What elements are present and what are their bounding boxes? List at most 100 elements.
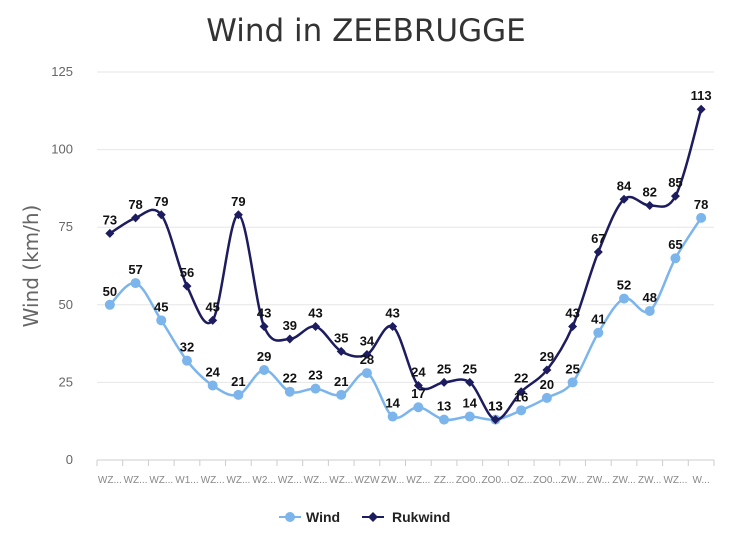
data-point-rukwind[interactable] [336,346,346,356]
data-point-wind[interactable] [361,368,372,379]
data-point-rukwind[interactable] [285,334,295,344]
data-point-wind[interactable] [413,402,424,413]
data-point-rukwind[interactable] [208,315,218,325]
data-point-wind[interactable] [516,405,527,416]
data-point-wind[interactable] [104,299,115,310]
data-point-wind[interactable] [696,212,707,223]
data-point-rukwind[interactable] [593,247,603,257]
x-axis-ticks: WZ... WZ... WZ... W1... WZ... WZ... W2... WZ...… [96,460,715,486]
data-label-wind: 48 [642,290,656,305]
x-tick-label: WZ... [278,475,302,486]
data-point-wind[interactable] [593,327,604,338]
data-label-rukwind: 84 [617,178,632,193]
data-point-wind[interactable] [541,392,552,403]
data-point-rukwind[interactable] [645,200,655,210]
x-tick-label: W1... [175,475,198,486]
data-point-wind[interactable] [670,253,681,264]
legend-wind-label: Wind [306,509,340,525]
y-tick-label: 100 [51,142,73,157]
data-point-rukwind[interactable] [516,387,526,397]
data-point-wind[interactable] [439,414,450,425]
data-point-wind[interactable] [567,377,578,388]
data-point-wind[interactable] [387,411,398,422]
data-label-rukwind: 35 [334,330,348,345]
data-label-wind: 22 [283,371,297,386]
data-point-rukwind[interactable] [568,322,578,332]
data-point-rukwind[interactable] [156,210,166,220]
data-point-rukwind[interactable] [465,377,475,387]
data-label-wind: 78 [694,197,708,212]
x-tick-label: ZW... [587,475,610,486]
legend-item-rukwind[interactable]: Rukwind [362,509,450,525]
data-label-wind: 13 [488,399,502,414]
x-tick-label: ZO0... [456,475,484,486]
data-point-wind[interactable] [156,315,167,326]
data-point-rukwind[interactable] [619,194,629,204]
data-label-rukwind: 113 [691,88,712,103]
data-point-wind[interactable] [310,383,321,394]
data-point-rukwind[interactable] [362,349,372,359]
data-point-wind[interactable] [181,355,192,366]
data-point-rukwind[interactable] [388,322,398,332]
data-point-wind[interactable] [233,389,244,400]
x-tick-label: ZO0... [533,475,561,486]
data-label-rukwind: 78 [128,197,142,212]
legend-wind-marker [285,512,295,522]
x-tick-label: ZW... [638,475,661,486]
y-tick-label: 0 [66,452,73,467]
data-point-rukwind[interactable] [670,191,680,201]
data-label-wind: 24 [205,365,220,380]
data-point-wind[interactable] [207,380,218,391]
data-label-wind: 16 [514,389,528,404]
x-tick-label: WZ... [663,475,687,486]
data-point-rukwind[interactable] [439,377,449,387]
data-point-rukwind[interactable] [182,281,192,291]
y-tick-label: 125 [51,64,73,79]
x-tick-label: ZZ... [434,475,455,486]
x-tick-label: W2... [252,475,275,486]
x-tick-label: ZW... [561,475,584,486]
data-label-wind: 13 [437,399,451,414]
data-point-rukwind[interactable] [542,365,552,375]
data-label-wind: 28 [360,352,374,367]
data-label-wind: 14 [463,396,478,411]
data-label-wind: 20 [540,377,554,392]
data-point-rukwind[interactable] [259,322,269,332]
data-label-wind: 50 [103,284,117,299]
legend-rukwind-marker [368,512,378,522]
data-point-wind[interactable] [644,306,655,317]
data-point-wind[interactable] [130,278,141,289]
data-label-wind: 41 [591,312,605,327]
data-point-wind[interactable] [336,389,347,400]
series-layer [104,104,707,425]
data-label-rukwind: 79 [231,194,245,209]
legend-item-wind[interactable]: Wind [279,509,340,525]
data-point-rukwind[interactable] [311,322,321,332]
data-label-rukwind: 45 [205,299,219,314]
data-point-rukwind[interactable] [696,104,706,114]
data-point-rukwind[interactable] [233,210,243,220]
data-point-rukwind[interactable] [413,381,423,391]
x-tick-label: WZ... [406,475,430,486]
data-label-rukwind: 24 [411,365,426,380]
data-label-rukwind: 43 [257,306,271,321]
data-point-rukwind[interactable] [105,228,115,238]
data-point-wind[interactable] [259,364,270,375]
data-label-rukwind: 79 [154,194,168,209]
data-label-rukwind: 85 [668,175,682,190]
x-tick-label: WZ... [304,475,328,486]
x-tick-label: WZ... [98,475,122,486]
data-label-rukwind: 56 [180,265,194,280]
data-point-rukwind[interactable] [131,213,141,223]
data-label-rukwind: 25 [437,361,451,376]
y-tick-label: 75 [59,219,73,234]
data-label-rukwind: 34 [360,333,375,348]
data-point-wind[interactable] [464,411,475,422]
y-tick-label: 25 [59,374,73,389]
data-point-wind[interactable] [619,293,630,304]
data-point-rukwind[interactable] [490,415,500,425]
data-point-wind[interactable] [284,386,295,397]
legend-rukwind-label: Rukwind [392,509,450,525]
data-label-rukwind: 67 [591,231,605,246]
